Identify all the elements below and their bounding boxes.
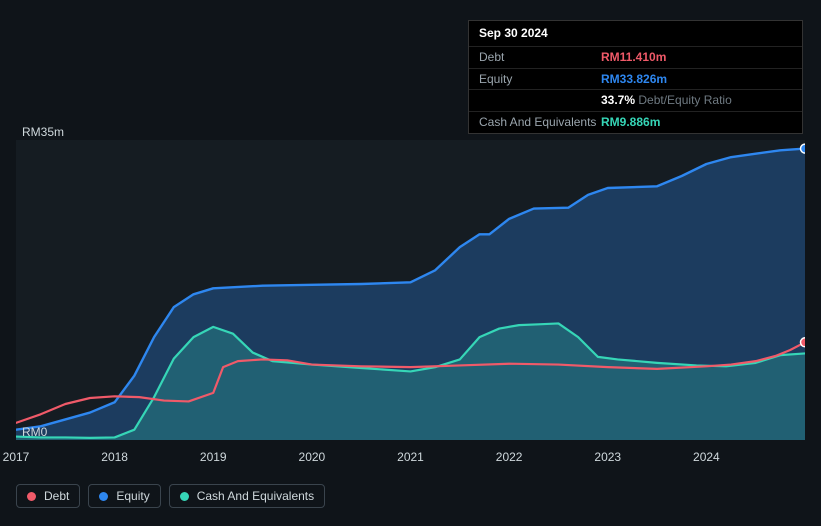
x-tick-2022: 2022 (496, 450, 523, 464)
x-tick-2018: 2018 (101, 450, 128, 464)
legend-item-debt[interactable]: Debt (16, 484, 80, 508)
legend: Debt Equity Cash And Equivalents (16, 484, 325, 508)
tooltip-row-value: RM33.826m (601, 71, 667, 88)
chart-area[interactable] (16, 140, 805, 440)
y-axis-label-max: RM35m (22, 125, 64, 139)
tooltip-row-value: RM9.886m (601, 114, 660, 131)
tooltip-row-3: Cash And EquivalentsRM9.886m (469, 111, 802, 133)
end-marker-debt (801, 338, 806, 347)
x-tick-2021: 2021 (397, 450, 424, 464)
end-marker-equity (801, 144, 806, 153)
data-tooltip: Sep 30 2024DebtRM11.410mEquityRM33.826m3… (468, 20, 803, 134)
legend-item-cash[interactable]: Cash And Equivalents (169, 484, 325, 508)
legend-dot-icon (180, 492, 189, 501)
tooltip-title: Sep 30 2024 (469, 21, 802, 46)
x-tick-2020: 2020 (299, 450, 326, 464)
tooltip-row-label: Equity (479, 71, 601, 88)
tooltip-row-value: 33.7% Debt/Equity Ratio (601, 92, 732, 109)
tooltip-row-label: Cash And Equivalents (479, 114, 601, 131)
legend-item-label: Debt (44, 489, 69, 503)
legend-item-label: Equity (116, 489, 149, 503)
legend-item-equity[interactable]: Equity (88, 484, 160, 508)
tooltip-row-label: Debt (479, 49, 601, 66)
tooltip-row-0: DebtRM11.410m (469, 46, 802, 68)
x-tick-2023: 2023 (594, 450, 621, 464)
legend-dot-icon (27, 492, 36, 501)
x-tick-2019: 2019 (200, 450, 227, 464)
tooltip-row-value: RM11.410m (601, 49, 666, 66)
legend-dot-icon (99, 492, 108, 501)
legend-item-label: Cash And Equivalents (197, 489, 314, 503)
y-axis-label-min: RM0 (22, 425, 47, 439)
tooltip-row-label (479, 92, 601, 109)
x-tick-2017: 2017 (3, 450, 30, 464)
x-tick-2024: 2024 (693, 450, 720, 464)
tooltip-row-1: EquityRM33.826m (469, 68, 802, 90)
tooltip-row-2: 33.7% Debt/Equity Ratio (469, 89, 802, 111)
